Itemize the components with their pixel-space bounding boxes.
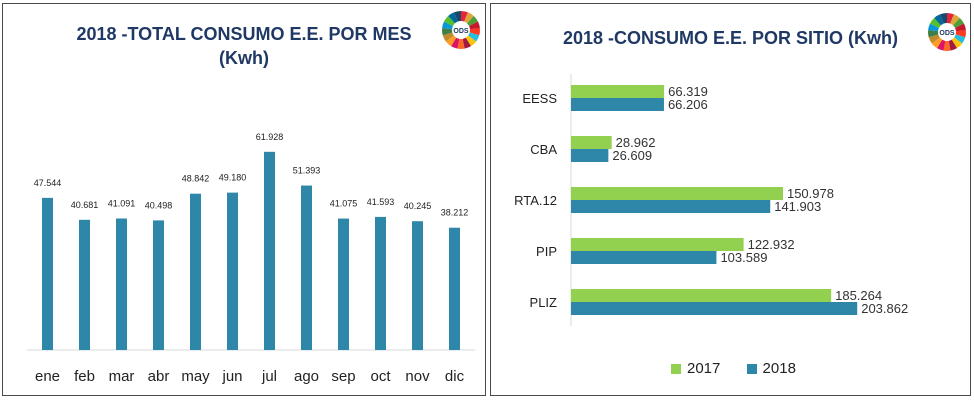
bar-ene [42,197,53,350]
tick-label-cba: CBA [530,142,557,157]
sdg-wheel-logo-right: ODS [928,13,966,51]
tick-label-jun: jun [221,368,242,385]
data-label-pip-2017: 122.932 [748,237,795,252]
tick-label-mar: mar [109,368,135,385]
data-label-dic: 38.212 [441,208,469,218]
data-label-pliz-2018: 203.862 [861,301,908,316]
logo-right-text: ODS [939,30,955,37]
bar-eess-2017 [571,85,665,98]
tick-label-may: may [181,368,210,385]
bar-eess-2018 [571,98,664,111]
bar-oct [375,216,386,350]
data-label-rta12-2017: 150.978 [787,186,834,201]
bar-rta12-2018 [571,200,771,213]
tick-label-pip: PIP [536,244,557,259]
data-label-ago: 51.393 [293,166,321,176]
bar-pip-2017 [571,238,744,251]
data-label-eess-2018: 66.206 [668,97,708,112]
tick-label-abr: abr [148,368,170,385]
bar-cba-2018 [571,149,609,162]
data-label-sep: 41.075 [330,199,358,209]
legend-label-2017: 2017 [687,360,721,377]
bar-pliz-2018 [571,302,858,315]
tick-label-dic: dic [445,368,465,385]
data-label-cba-2017: 28.962 [616,135,656,150]
tick-label-pliz: PLIZ [530,295,558,310]
data-label-rta12-2018: 141.903 [774,199,821,214]
data-label-pliz-2017: 185.264 [835,288,882,303]
bar-sep [338,218,349,350]
tick-label-eess: EESS [522,91,557,106]
monthly-chart-subtitle: (Kwh) [219,48,269,68]
monthly-chart-title-text: 2018 -TOTAL CONSUMO E.E. POR MES [76,24,412,44]
tick-label-sep: sep [331,368,355,385]
data-label-pip-2018: 103.589 [720,250,767,265]
data-label-ene: 47.544 [34,178,62,188]
logo-left-text: ODS [453,28,469,35]
bar-feb [79,219,90,350]
bar-abr [153,220,164,350]
legend-label-2018: 2018 [762,360,796,377]
bar-may [190,193,201,350]
tick-label-oct: oct [370,368,391,385]
tick-label-ago: ago [294,368,319,385]
data-label-cba-2018: 26.609 [612,148,652,163]
data-label-may: 48.842 [182,174,210,184]
data-label-nov: 40.245 [404,201,432,211]
bar-jul [264,151,275,350]
site-chart-legend: 2017 2018 [671,360,818,378]
tick-label-feb: feb [74,368,95,385]
data-label-abr: 40.498 [145,200,173,210]
bar-nov [412,221,423,350]
legend-swatch-2018 [746,363,757,374]
bar-pliz-2017 [571,289,832,302]
monthly-bar-chart: 47.544 ene 40.681 feb 41.091 mar 40.498 abr 48.8… [27,132,475,385]
tick-label-nov: nov [405,368,430,385]
legend-swatch-2017 [671,363,681,374]
bar-ago [301,185,312,350]
data-label-feb: 40.681 [71,200,99,210]
bar-cba-2017 [571,136,612,149]
tick-label-ene: ene [35,368,60,385]
data-label-eess-2017: 66.319 [668,84,708,99]
bar-rta12-2017 [571,187,783,200]
data-label-oct: 41.593 [367,197,395,207]
sdg-wheel-segment [943,32,951,51]
data-label-jun: 49.180 [219,173,247,183]
bar-pip-2018 [571,251,717,264]
sdg-wheel-logo-left: ODS [442,11,480,49]
sdg-wheel-segment [457,30,465,49]
bar-jun [227,192,238,350]
tick-label-jul: jul [261,368,277,385]
bar-dic [449,227,460,350]
site-chart-title: 2018 -CONSUMO E.E. POR SITIO (Kwh) [562,28,899,48]
site-consumption-chart-panel: 2018 -CONSUMO E.E. POR SITIO (Kwh) ODS E… [490,3,971,396]
tick-label-rta12: RTA.12 [514,193,557,208]
data-label-jul: 61.928 [256,132,284,142]
legend-item-2017: 2017 [671,360,720,377]
monthly-chart-title: 2018 -TOTAL CONSUMO E.E. POR MES (Kwh) [3,22,485,70]
data-label-mar: 41.091 [108,199,136,209]
legend-item-2018: 2018 [746,360,796,377]
bar-mar [116,218,127,350]
monthly-consumption-chart-panel: 2018 -TOTAL CONSUMO E.E. POR MES (Kwh) O… [2,3,486,396]
